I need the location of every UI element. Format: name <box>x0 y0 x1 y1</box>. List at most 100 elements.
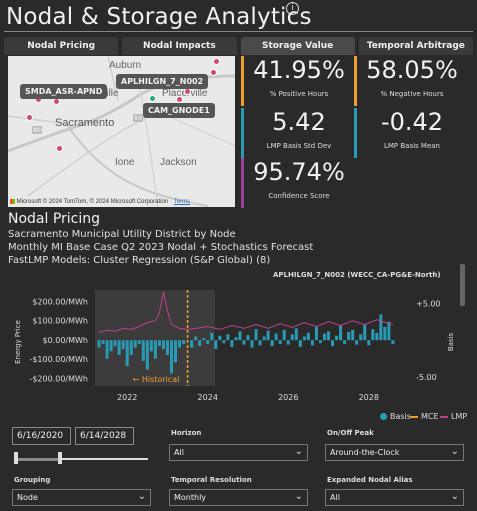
temporal-resolution-value: Monthly <box>174 493 207 502</box>
basis-bar <box>222 340 226 344</box>
date-range-start-handle[interactable] <box>14 452 18 464</box>
on-off-peak-label: On/Off Peak <box>327 429 374 437</box>
start-date-input[interactable]: 6/16/2020 <box>12 427 71 445</box>
selected-node-marker[interactable] <box>149 95 156 102</box>
kpi-lmp-basis-std-dev: 5.42 LMP Basis Std Dev <box>241 108 354 158</box>
basis-bar <box>391 340 395 344</box>
basis-bar <box>105 340 109 359</box>
basis-bar <box>331 340 335 347</box>
x-tick-label: 2024 <box>198 393 218 402</box>
basis-bar <box>101 340 105 344</box>
title-divider <box>4 31 473 32</box>
kpi-label: Confidence Score <box>268 192 330 200</box>
x-tick-label: 2026 <box>278 393 298 402</box>
y-axis-label: Energy Price <box>14 320 22 364</box>
basis-bar <box>117 340 121 355</box>
y-tick-label: $100.00/MWh <box>32 317 88 326</box>
chart-scrollbar[interactable] <box>460 264 465 306</box>
basis-bar <box>174 340 178 363</box>
section-subtitle-2: Monthly MI Base Case Q2 2023 Nodal + Sto… <box>8 242 314 253</box>
on-off-peak-dropdown[interactable]: Around-the-Clock ⌄ <box>325 444 464 461</box>
basis-bar <box>238 331 242 341</box>
date-range-end-handle[interactable] <box>58 452 62 464</box>
basis-bar <box>290 334 294 341</box>
legend-mce[interactable]: MCE <box>410 412 439 421</box>
kpi-label: LMP Basis Mean <box>383 142 440 150</box>
temporal-resolution-dropdown[interactable]: Monthly ⌄ <box>169 489 308 506</box>
kpi-value: 5.42 <box>272 108 326 136</box>
basis-bar <box>363 323 367 341</box>
highway-shield-80: 80 <box>33 127 41 134</box>
kpi-negative-hours: 58.05% % Negative Hours <box>354 56 467 106</box>
node-marker[interactable] <box>213 58 220 65</box>
basis-bar <box>327 331 331 341</box>
map-terms-link[interactable]: Terms <box>173 199 191 205</box>
section-subtitle-3: FastLMP Models: Cluster Regression (S&P … <box>8 255 271 266</box>
basis-bar <box>242 340 246 345</box>
end-date-input[interactable]: 6/14/2028 <box>75 427 134 445</box>
node-marker[interactable] <box>176 96 183 103</box>
legend-lmp[interactable]: LMP <box>440 412 467 421</box>
kpi-label: % Negative Hours <box>380 90 444 98</box>
y-ticks: $200.00/MWh $100.00/MWh $0.00/MWh -$100.00/… <box>29 298 88 384</box>
map-label-aplhilgn[interactable]: APLHILGN_7_N002 <box>116 74 209 89</box>
grouping-dropdown[interactable]: Node ⌄ <box>12 489 151 506</box>
node-marker[interactable] <box>184 88 191 95</box>
basis-bar <box>202 338 206 341</box>
basis-bar <box>129 340 133 355</box>
y2-tick-label: +5.00 <box>416 299 441 308</box>
on-off-peak-value: Around-the-Clock <box>330 448 400 457</box>
city-sacramento: Sacramento <box>55 117 115 129</box>
basis-bar <box>226 334 230 341</box>
basis-bar <box>194 336 198 341</box>
expanded-nodal-alias-dropdown[interactable]: All ⌄ <box>325 489 464 506</box>
basis-bar <box>262 336 266 341</box>
basis-bar <box>359 334 363 341</box>
tab-nodal-pricing[interactable]: Nodal Pricing <box>4 37 119 55</box>
basis-bar <box>343 340 347 344</box>
basis-bar <box>157 340 161 347</box>
basis-bars <box>97 314 395 374</box>
tab-bar: Nodal Pricing Nodal Impacts Storage Valu… <box>4 37 473 55</box>
basis-bar <box>270 340 274 347</box>
map-label-cam[interactable]: CAM_GNODE1 <box>143 103 215 118</box>
node-marker[interactable] <box>210 69 217 76</box>
tab-temporal-arbitrage[interactable]: Temporal Arbitrage <box>358 37 473 55</box>
horizon-value: All <box>174 448 184 457</box>
price-chart[interactable]: Energy Price Basis $200.00/MWh $100.00/MW… <box>0 282 477 410</box>
date-range-slider[interactable] <box>14 458 148 460</box>
node-marker[interactable] <box>53 98 60 105</box>
expanded-nodal-alias-value: All <box>330 493 340 502</box>
x-tick-label: 2028 <box>359 393 379 402</box>
node-map[interactable]: Auburn Roseville Placerville Sacramento … <box>8 56 235 207</box>
tab-nodal-impacts[interactable]: Nodal Impacts <box>122 37 237 55</box>
info-icon[interactable]: i <box>286 2 299 15</box>
city-auburn: Auburn <box>109 60 142 71</box>
basis-bar <box>182 340 186 344</box>
basis-bar <box>375 332 379 341</box>
city-ione: Ione <box>115 157 135 168</box>
basis-bar <box>298 340 302 347</box>
horizon-dropdown[interactable]: All ⌄ <box>169 444 308 461</box>
basis-bar <box>322 333 326 341</box>
legend-basis[interactable]: Basis <box>380 412 411 421</box>
basis-bar <box>125 340 129 367</box>
basis-bar <box>153 340 157 359</box>
basis-bar <box>286 340 290 345</box>
tab-storage-value[interactable]: Storage Value <box>240 37 355 55</box>
basis-bar <box>190 340 194 348</box>
map-label-smda[interactable]: SMDA_ASR-APND <box>20 84 108 99</box>
basis-bar <box>379 314 383 341</box>
basis-bar <box>371 329 375 341</box>
x-tick-label: 2022 <box>117 393 137 402</box>
node-marker[interactable] <box>26 114 33 121</box>
legend-basis-swatch <box>380 413 387 420</box>
legend-mce-label: MCE <box>421 412 439 421</box>
basis-bar <box>339 325 343 341</box>
kpi-value: 41.95% <box>253 56 345 84</box>
y2-axis-label: Basis <box>447 332 455 351</box>
microsoft-logo-text: Microsoft <box>16 199 42 205</box>
node-marker[interactable] <box>56 145 63 152</box>
basis-bar <box>266 330 270 341</box>
chevron-down-icon: ⌄ <box>294 491 303 502</box>
